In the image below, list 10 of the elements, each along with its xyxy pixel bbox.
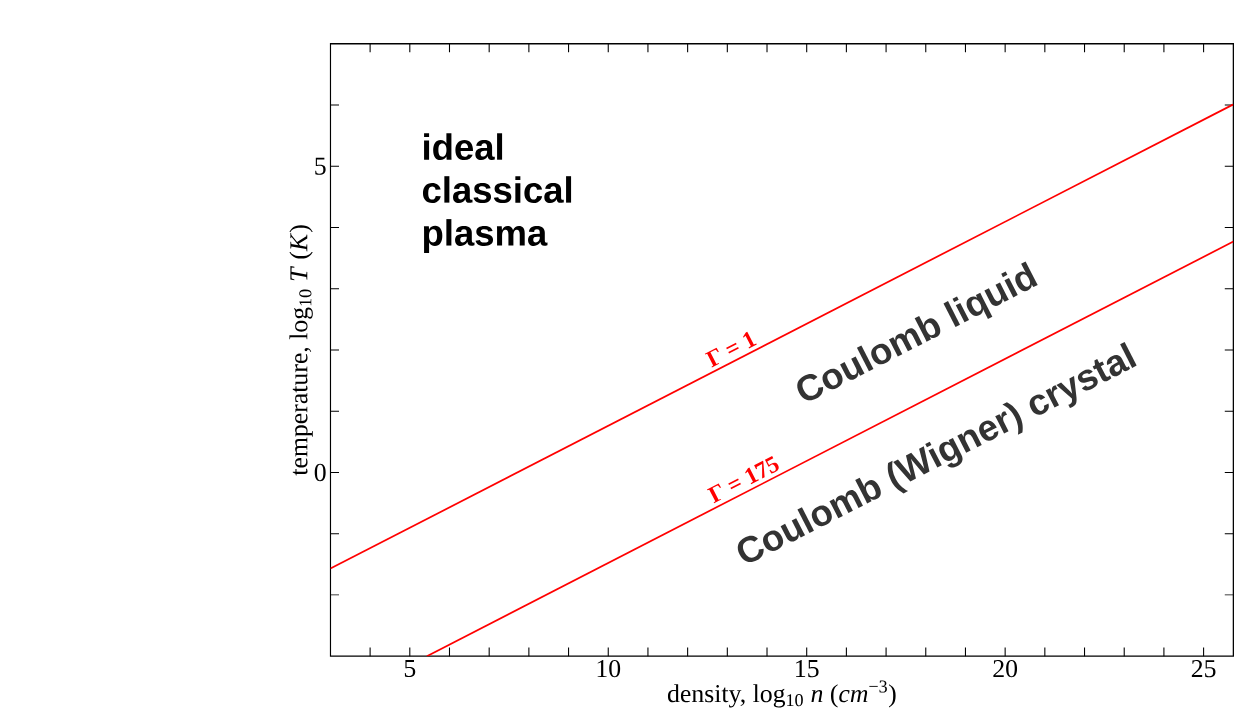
text: Γ = 1 xyxy=(704,331,757,368)
x-tick-label: 25 xyxy=(1191,659,1216,678)
x-tick-label: 20 xyxy=(993,659,1018,678)
x-tick-label: 15 xyxy=(796,659,819,678)
x-axis-title: density, log$_{10}$ n (cm$^{−3}$) xyxy=(667,680,896,708)
y-tick-label: 0 xyxy=(314,463,326,482)
x-tick-label: 5 xyxy=(404,659,416,677)
annotation: ideal classical plasma xyxy=(422,133,572,254)
y-axis-title: temperature, log$_{10}$ T (K) xyxy=(289,225,313,476)
x-tick-label: 10 xyxy=(597,659,621,678)
